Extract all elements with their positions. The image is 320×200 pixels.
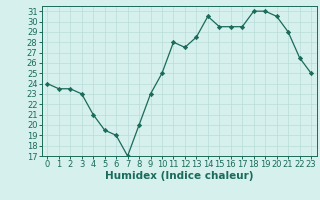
X-axis label: Humidex (Indice chaleur): Humidex (Indice chaleur) — [105, 171, 253, 181]
